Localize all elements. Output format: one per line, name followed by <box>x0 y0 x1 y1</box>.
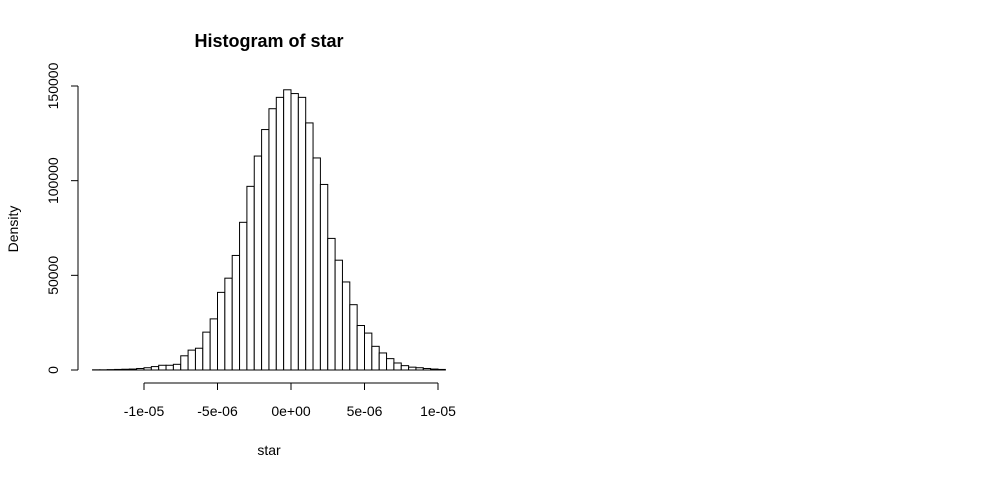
histogram-bar <box>231 254 241 371</box>
x-tick-label: 1e-05 <box>420 403 456 419</box>
x-tick-label: 0e+00 <box>271 403 311 419</box>
x-tick-label: 5e-06 <box>347 403 383 419</box>
histogram-bar <box>283 89 292 371</box>
histogram-bar <box>327 237 336 371</box>
y-tick-label: 150000 <box>45 62 61 109</box>
histogram-bar <box>378 352 388 371</box>
x-axis-label: star <box>257 442 281 458</box>
histogram-bar <box>187 349 196 371</box>
histogram-bar <box>371 345 380 371</box>
histogram-bar <box>356 325 365 371</box>
histogram-bar <box>209 318 218 371</box>
histogram-bar <box>143 367 152 371</box>
histogram-bar <box>415 367 424 371</box>
histogram-bar <box>364 332 373 371</box>
histogram-bar <box>437 368 446 371</box>
histogram-bar <box>165 364 174 371</box>
histogram-bar <box>386 358 395 371</box>
x-tick-label: -1e-05 <box>124 403 165 419</box>
histogram-bar <box>319 183 329 371</box>
histogram-bar <box>341 281 351 371</box>
histogram-bar <box>393 362 402 371</box>
histogram-bar <box>253 155 263 371</box>
histogram-bar <box>297 96 307 371</box>
histogram-bar <box>305 122 314 371</box>
x-axis-ticks: -1e-05 -5e-06 0e+00 5e-06 1e-05 <box>124 383 456 419</box>
histogram-bar <box>239 221 248 371</box>
histogram-bar <box>275 96 285 371</box>
histogram-bar <box>349 304 358 371</box>
y-tick-label: 50000 <box>45 256 61 295</box>
histogram-bar <box>246 185 255 371</box>
histogram-bar <box>150 366 160 371</box>
histogram-bar <box>422 367 432 371</box>
histogram-bars <box>92 89 446 371</box>
histogram-bar <box>172 363 182 371</box>
y-axis-ticks: 0 50000 100000 150000 <box>45 62 78 374</box>
y-tick-label: 100000 <box>45 157 61 204</box>
histogram-bar <box>202 331 211 371</box>
histogram-bar <box>194 347 204 371</box>
histogram-bar <box>180 355 189 371</box>
histogram-bar <box>128 368 138 371</box>
histogram-bar <box>312 157 321 371</box>
histogram-bar <box>408 366 417 371</box>
y-axis-label: Density <box>5 206 21 253</box>
histogram-bar <box>136 367 145 371</box>
histogram-bar <box>261 129 270 371</box>
histogram-bar <box>430 368 439 371</box>
histogram-bar <box>114 368 123 371</box>
y-tick-label: 0 <box>45 366 61 374</box>
chart-title: Histogram of star <box>194 31 343 51</box>
x-tick-label: -5e-06 <box>197 403 238 419</box>
histogram-bar <box>400 365 410 371</box>
histogram-bar <box>268 108 277 371</box>
histogram-bar <box>224 277 233 371</box>
histogram-bar <box>334 259 343 371</box>
histogram-bar <box>290 93 299 371</box>
histogram-bar <box>121 368 130 371</box>
histogram-bar <box>158 364 167 371</box>
histogram-bar <box>217 291 226 371</box>
